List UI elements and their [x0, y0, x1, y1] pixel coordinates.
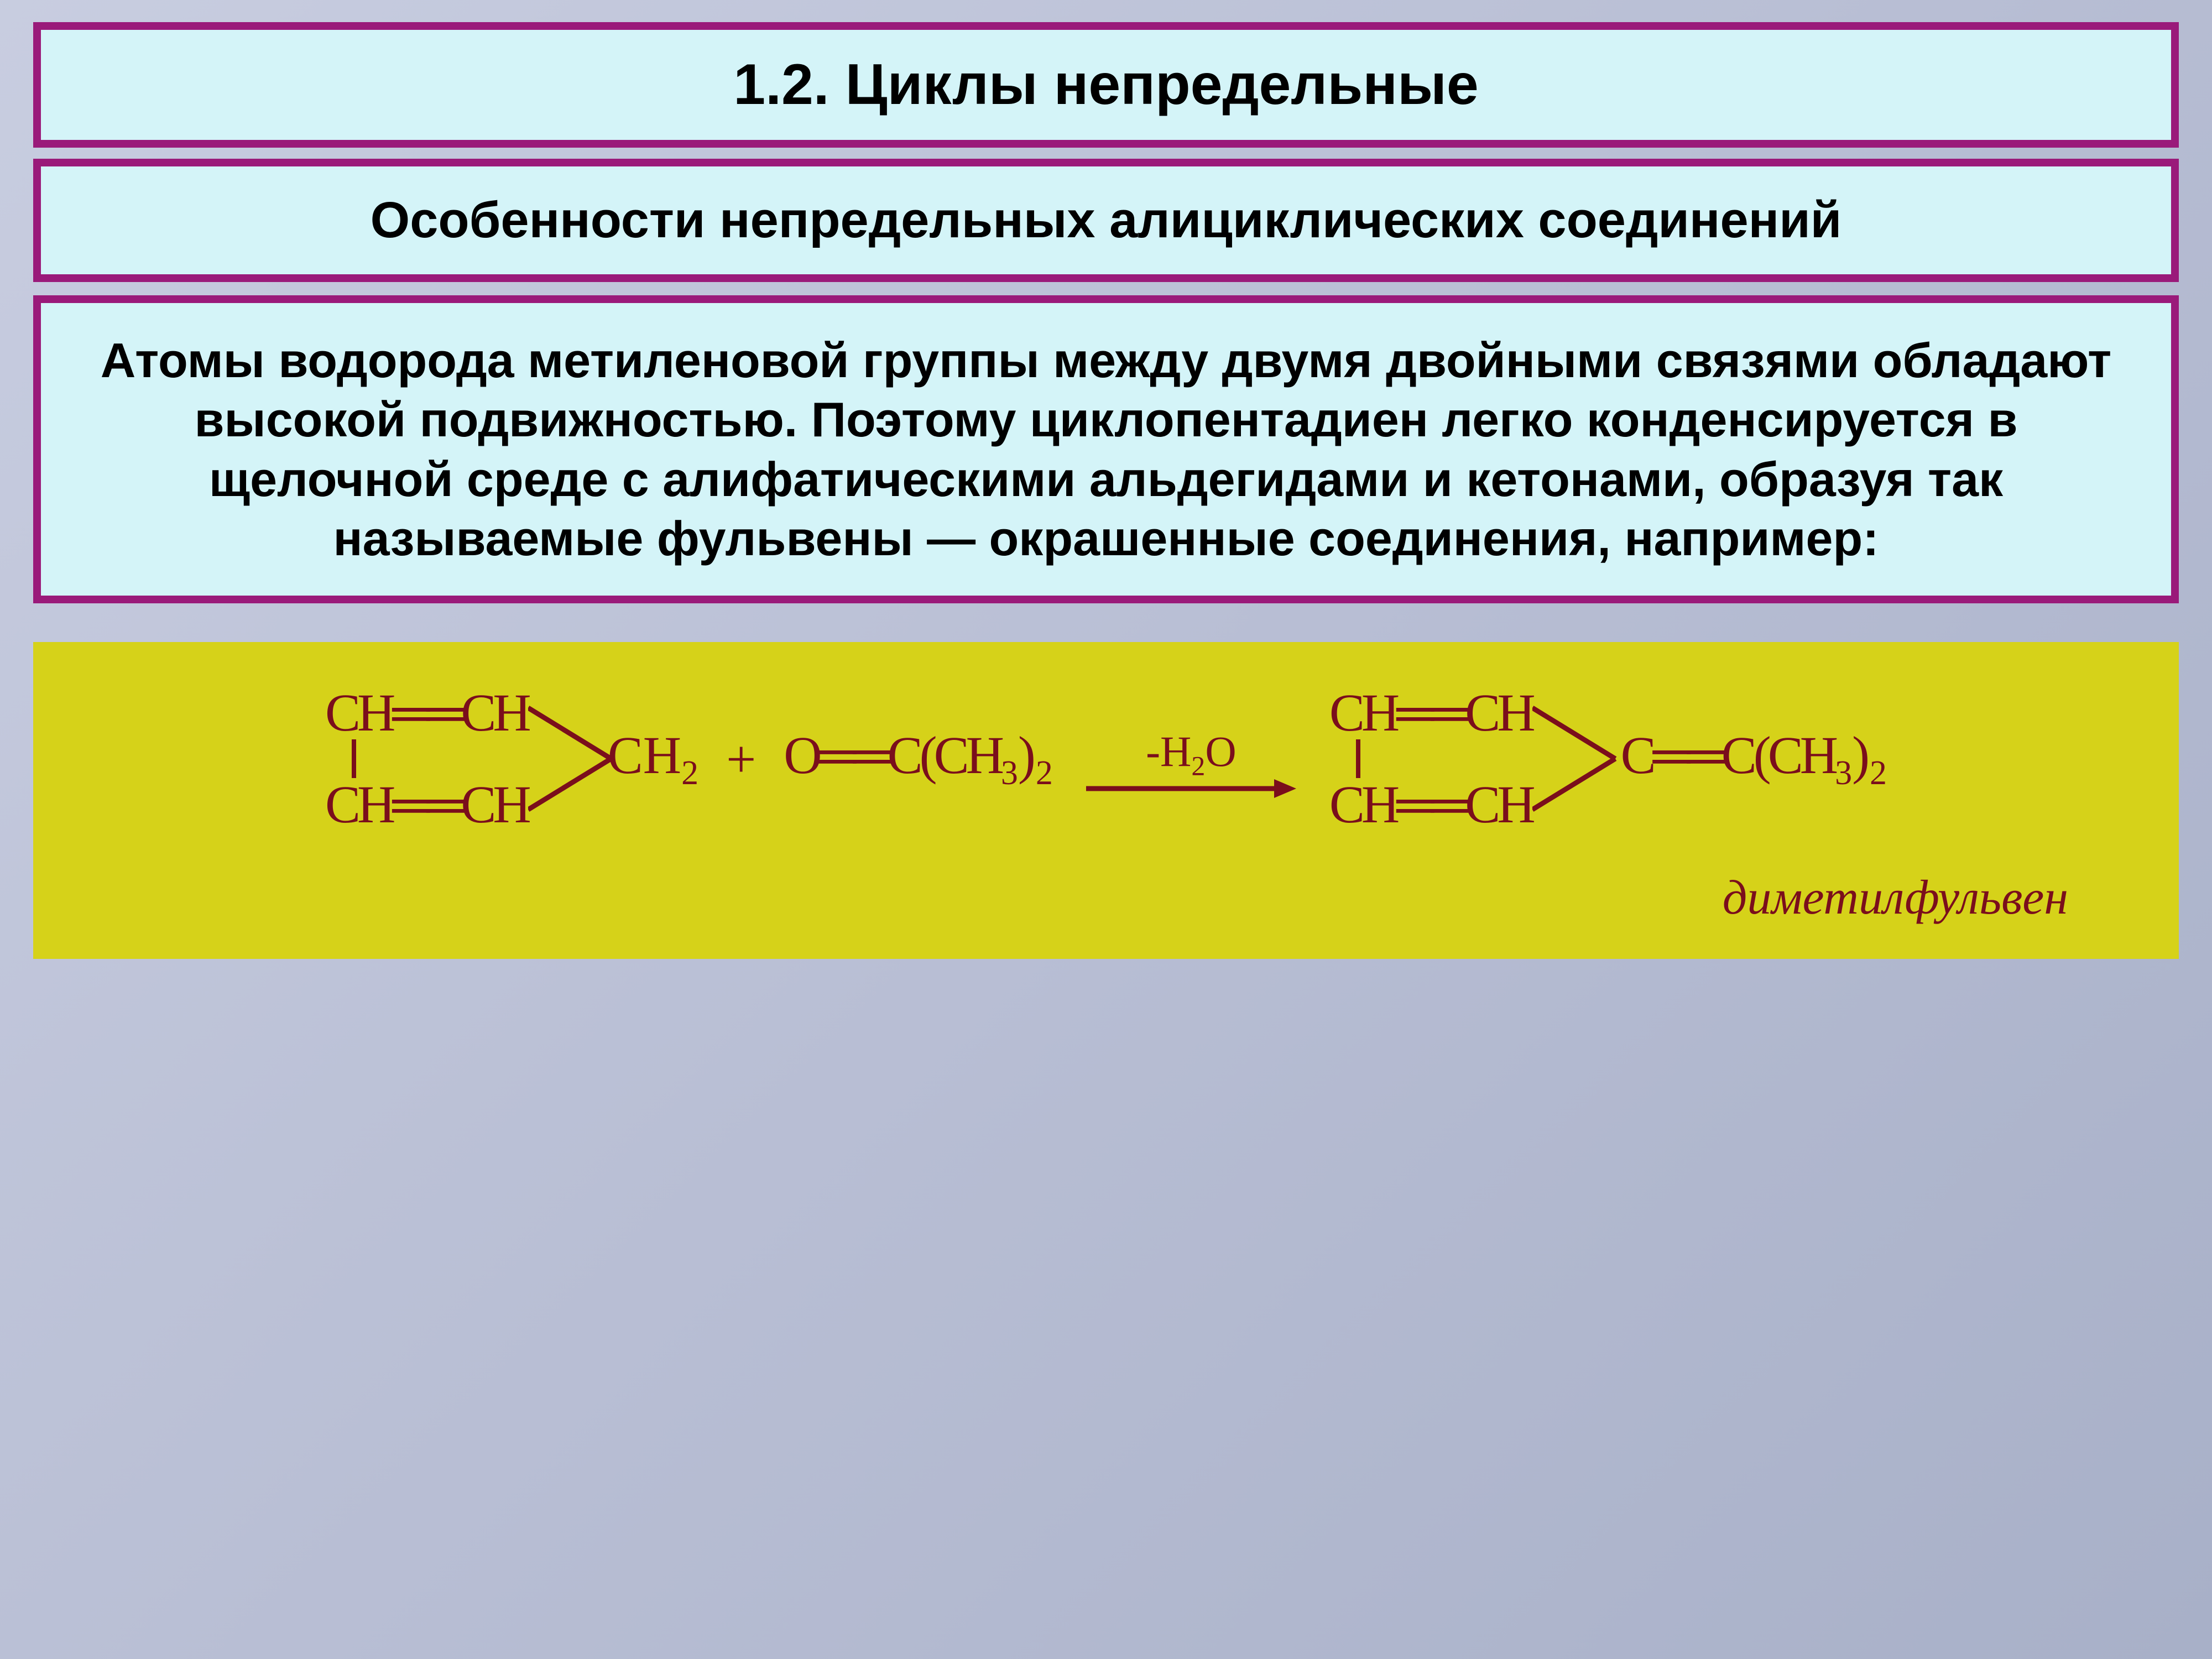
product-sub1: 3 — [1835, 755, 1852, 792]
subtitle-panel: Особенности непредельных алициклических … — [33, 159, 2179, 282]
body-panel: Атомы водорода метиленовой группы между … — [33, 295, 2179, 603]
body-text: Атомы водорода метиленовой группы между … — [101, 333, 2112, 566]
ketone: O══C(CH3)2 — [784, 724, 1053, 793]
arrow-label-suffix: O — [1205, 727, 1236, 775]
product-vertical-bond — [1356, 739, 1360, 778]
ketone-prefix: O══C(CH — [784, 726, 1001, 785]
product-angle-bonds — [1532, 687, 1621, 831]
reagent-apex: CH2 — [608, 724, 698, 793]
title-text: 1.2. Циклы непредельные — [733, 53, 1479, 117]
ketone-mid: ) — [1018, 726, 1036, 785]
reagent-cyclopentadiene: CH══CH CH══CH CH2 — [325, 686, 698, 831]
product-ring-left: CH══CH CH══CH — [1329, 686, 1532, 831]
product-apex: C══C(CH — [1621, 726, 1835, 785]
reagent-ring-left: CH══CH CH══CH — [325, 686, 528, 831]
reagent-ring-top: CH══CH — [325, 686, 528, 739]
ketone-sub2: 2 — [1036, 755, 1053, 792]
reaction-equation: CH══CH CH══CH CH2 + O══C(CH3)2 -H2O — [55, 686, 2157, 831]
reagent-ring-bottom: CH══CH — [325, 778, 528, 831]
product-sub2: 2 — [1870, 755, 1887, 792]
reagent-apex-sub: 2 — [681, 755, 698, 792]
title-panel: 1.2. Циклы непредельные — [33, 22, 2179, 148]
ketone-sub1: 3 — [1001, 755, 1018, 792]
reagent-vertical-bond — [352, 739, 356, 778]
product-tail: C══C(CH3)2 — [1621, 724, 1887, 793]
reaction-arrow: -H2O — [1086, 727, 1296, 792]
product-mid: ) — [1852, 726, 1870, 785]
reagent-apex-text: CH — [608, 726, 681, 785]
product-fulvene: CH══CH CH══CH C══C(CH3)2 — [1329, 686, 1887, 831]
plus-sign: + — [726, 728, 756, 790]
arrow-line — [1086, 786, 1296, 791]
product-ring-top: CH══CH — [1329, 686, 1532, 739]
arrow-label-prefix: -H — [1146, 727, 1191, 775]
product-caption: диметилфульвен — [55, 870, 2157, 926]
product-ring-bottom: CH══CH — [1329, 778, 1532, 831]
arrow-label: -H2O — [1146, 727, 1237, 782]
chemistry-panel: CH══CH CH══CH CH2 + O══C(CH3)2 -H2O — [33, 642, 2179, 959]
subtitle-text: Особенности непредельных алициклических … — [371, 192, 1842, 248]
reagent-angle-bonds — [528, 687, 617, 831]
